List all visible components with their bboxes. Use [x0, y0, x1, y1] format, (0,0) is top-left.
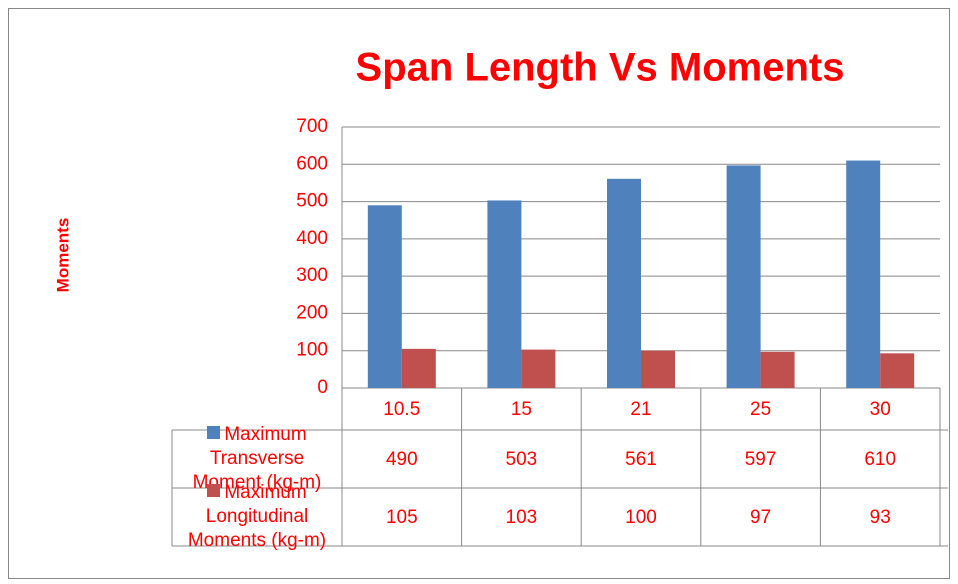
y-tick-label: 0	[317, 377, 328, 398]
table-value: 597	[745, 449, 777, 470]
legend-label: Maximum Transverse Moment (kg-m)	[192, 424, 322, 493]
bar	[760, 351, 795, 388]
table-value: 100	[625, 507, 657, 528]
chart-title: Span Length Vs Moments	[356, 46, 845, 90]
x-tick-label: 21	[630, 399, 651, 420]
bar	[521, 349, 556, 388]
y-tick-label: 300	[296, 265, 328, 286]
x-tick-label: 10.5	[383, 399, 420, 420]
y-tick-label: 600	[296, 153, 328, 174]
y-tick-label: 500	[296, 191, 328, 212]
legend-label: Maximum Longitudinal Moments (kg-m)	[187, 482, 327, 551]
table-value: 490	[386, 449, 418, 470]
table-value: 561	[625, 449, 657, 470]
table-value: 93	[870, 507, 891, 528]
legend-swatch	[207, 426, 221, 439]
y-tick-label: 400	[296, 228, 328, 249]
x-tick-label: 25	[750, 399, 771, 420]
bar	[880, 353, 915, 388]
legend-label-wrap: Maximum Longitudinal Moments (kg-m)	[176, 481, 338, 553]
legend-entry: Maximum Longitudinal Moments (kg-m)	[172, 482, 342, 551]
bar	[401, 348, 436, 388]
table-value: 503	[506, 449, 538, 470]
legend-swatch	[207, 484, 221, 497]
x-tick-label: 15	[511, 399, 532, 420]
legend-entry: Maximum Transverse Moment (kg-m)	[172, 424, 342, 493]
table-value: 97	[750, 507, 771, 528]
bar	[367, 205, 402, 388]
chart-border	[8, 8, 950, 579]
table-value: 105	[386, 507, 418, 528]
bar	[846, 160, 881, 388]
bar	[607, 178, 641, 388]
table-value: 610	[864, 449, 896, 470]
bar	[726, 165, 761, 388]
bar	[487, 200, 522, 388]
y-tick-label: 700	[296, 116, 328, 137]
y-tick-label: 100	[296, 340, 328, 361]
y-axis-label: Moments	[53, 218, 72, 293]
bar	[641, 350, 675, 388]
x-tick-label: 30	[870, 399, 891, 420]
table-value: 103	[506, 507, 538, 528]
legend-label-wrap: Maximum Transverse Moment (kg-m)	[176, 423, 338, 495]
y-tick-label: 200	[296, 302, 328, 323]
